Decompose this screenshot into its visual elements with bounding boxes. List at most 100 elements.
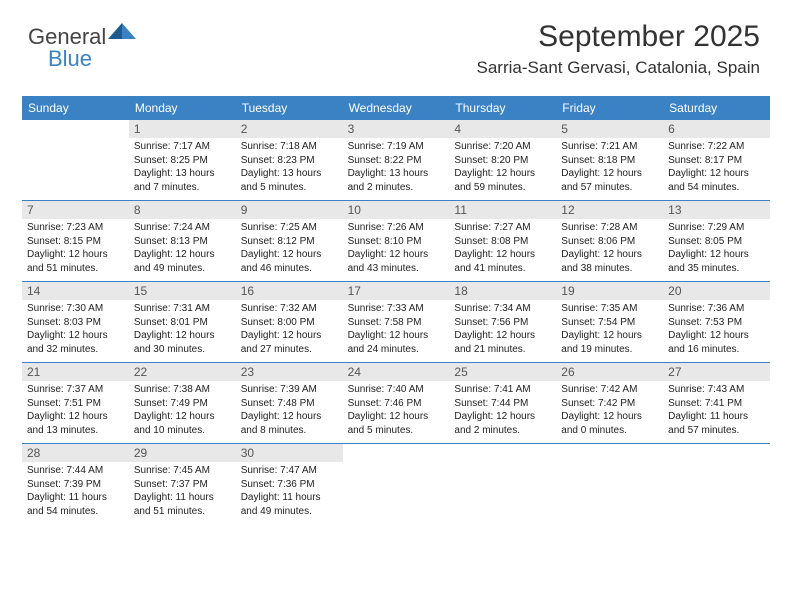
day-number: 22 [129,363,236,381]
day-cell: 13 Sunrise: 7:29 AMSunset: 8:05 PMDayligh… [663,201,770,281]
weekday-label: Thursday [449,96,556,120]
day-cell: 12Sunrise: 7:28 AMSunset: 8:06 PMDayligh… [556,201,663,281]
day-info: Sunrise: 7:20 AMSunset: 8:20 PMDaylight:… [454,140,551,194]
day-number: 14 [22,282,129,300]
day-info: Sunrise: 7:21 AMSunset: 8:18 PMDaylight:… [561,140,658,194]
day-info: Sunrise: 7:30 AMSunset: 8:03 PMDaylight:… [27,302,124,356]
week-row: 14 Sunrise: 7:30 AMSunset: 8:03 PMDayligh… [22,282,770,363]
day-info: Sunrise: 7:42 AMSunset: 7:42 PMDaylight:… [561,383,658,437]
day-number: 13 [663,201,770,219]
weekday-label: Friday [556,96,663,120]
day-info: Sunrise: 7:19 AMSunset: 8:22 PMDaylight:… [348,140,445,194]
logo-text-2: Blue [48,46,92,72]
day-info: Sunrise: 7:34 AMSunset: 7:56 PMDaylight:… [454,302,551,356]
day-info: Sunrise: 7:33 AMSunset: 7:58 PMDaylight:… [348,302,445,356]
day-cell: 27 Sunrise: 7:43 AMSunset: 7:41 PMDayligh… [663,363,770,443]
day-info: Sunrise: 7:22 AMSunset: 8:17 PMDaylight:… [668,140,765,194]
day-number: 4 [449,120,556,138]
day-cell: 30 Sunrise: 7:47 AMSunset: 7:36 PMDayligh… [236,444,343,524]
day-cell: 20 Sunrise: 7:36 AMSunset: 7:53 PMDayligh… [663,282,770,362]
day-number: 18 [449,282,556,300]
week-row: 1 Sunrise: 7:17 AMSunset: 8:25 PMDaylight… [22,120,770,201]
day-info: Sunrise: 7:45 AMSunset: 7:37 PMDaylight:… [134,464,231,518]
day-info: Sunrise: 7:24 AMSunset: 8:13 PMDaylight:… [134,221,231,275]
weekday-label: Tuesday [236,96,343,120]
day-info: Sunrise: 7:18 AMSunset: 8:23 PMDaylight:… [241,140,338,194]
day-cell: 19 Sunrise: 7:35 AMSunset: 7:54 PMDayligh… [556,282,663,362]
day-cell: 18 Sunrise: 7:34 AMSunset: 7:56 PMDayligh… [449,282,556,362]
day-info: Sunrise: 7:23 AMSunset: 8:15 PMDaylight:… [27,221,124,275]
day-cell: 4 Sunrise: 7:20 AMSunset: 8:20 PMDaylight… [449,120,556,200]
day-number: 30 [236,444,343,462]
day-number: 23 [236,363,343,381]
day-info: Sunrise: 7:28 AMSunset: 8:06 PMDaylight:… [561,221,658,275]
day-cell: 26Sunrise: 7:42 AMSunset: 7:42 PMDayligh… [556,363,663,443]
day-cell: 14 Sunrise: 7:30 AMSunset: 8:03 PMDayligh… [22,282,129,362]
day-cell [556,444,663,524]
day-cell: 23 Sunrise: 7:39 AMSunset: 7:48 PMDayligh… [236,363,343,443]
weekday-label: Monday [129,96,236,120]
day-number: 19 [556,282,663,300]
day-number: 27 [663,363,770,381]
day-number: 8 [129,201,236,219]
day-info: Sunrise: 7:37 AMSunset: 7:51 PMDaylight:… [27,383,124,437]
day-cell [22,120,129,200]
day-number: 28 [22,444,129,462]
day-cell: 29 Sunrise: 7:45 AMSunset: 7:37 PMDayligh… [129,444,236,524]
day-number: 17 [343,282,450,300]
day-info: Sunrise: 7:41 AMSunset: 7:44 PMDaylight:… [454,383,551,437]
day-cell: 3 Sunrise: 7:19 AMSunset: 8:22 PMDaylight… [343,120,450,200]
day-cell: 8 Sunrise: 7:24 AMSunset: 8:13 PMDaylight… [129,201,236,281]
day-info: Sunrise: 7:39 AMSunset: 7:48 PMDaylight:… [241,383,338,437]
weekday-label: Saturday [663,96,770,120]
day-cell: 10 Sunrise: 7:26 AMSunset: 8:10 PMDayligh… [343,201,450,281]
day-number: 9 [236,201,343,219]
day-cell: 5 Sunrise: 7:21 AMSunset: 8:18 PMDaylight… [556,120,663,200]
day-info: Sunrise: 7:43 AMSunset: 7:41 PMDaylight:… [668,383,765,437]
day-cell [343,444,450,524]
day-info: Sunrise: 7:35 AMSunset: 7:54 PMDaylight:… [561,302,658,356]
day-cell: 11 Sunrise: 7:27 AMSunset: 8:08 PMDayligh… [449,201,556,281]
day-cell: 2 Sunrise: 7:18 AMSunset: 8:23 PMDaylight… [236,120,343,200]
day-cell: 6 Sunrise: 7:22 AMSunset: 8:17 PMDaylight… [663,120,770,200]
day-cell [663,444,770,524]
day-info: Sunrise: 7:32 AMSunset: 8:00 PMDaylight:… [241,302,338,356]
day-cell: 16 Sunrise: 7:32 AMSunset: 8:00 PMDayligh… [236,282,343,362]
day-cell: 22Sunrise: 7:38 AMSunset: 7:49 PMDayligh… [129,363,236,443]
day-cell: 15 Sunrise: 7:31 AMSunset: 8:01 PMDayligh… [129,282,236,362]
week-row: 21 Sunrise: 7:37 AMSunset: 7:51 PMDayligh… [22,363,770,444]
day-number: 24 [343,363,450,381]
day-number: 7 [22,201,129,219]
day-number: 11 [449,201,556,219]
day-number: 3 [343,120,450,138]
day-number: 16 [236,282,343,300]
weekday-label: Wednesday [343,96,450,120]
header: September 2025 Sarria-Sant Gervasi, Cata… [477,20,760,78]
day-number: 1 [129,120,236,138]
day-info: Sunrise: 7:40 AMSunset: 7:46 PMDaylight:… [348,383,445,437]
day-cell: 21 Sunrise: 7:37 AMSunset: 7:51 PMDayligh… [22,363,129,443]
day-cell: 17 Sunrise: 7:33 AMSunset: 7:58 PMDayligh… [343,282,450,362]
day-info: Sunrise: 7:27 AMSunset: 8:08 PMDaylight:… [454,221,551,275]
day-info: Sunrise: 7:47 AMSunset: 7:36 PMDaylight:… [241,464,338,518]
day-info: Sunrise: 7:36 AMSunset: 7:53 PMDaylight:… [668,302,765,356]
day-cell [449,444,556,524]
week-row: 7 Sunrise: 7:23 AMSunset: 8:15 PMDaylight… [22,201,770,282]
day-number: 29 [129,444,236,462]
weekday-header-row: SundayMondayTuesdayWednesdayThursdayFrid… [22,96,770,120]
day-number: 15 [129,282,236,300]
day-number: 2 [236,120,343,138]
day-number: 5 [556,120,663,138]
day-number: 10 [343,201,450,219]
day-info: Sunrise: 7:31 AMSunset: 8:01 PMDaylight:… [134,302,231,356]
week-row: 28 Sunrise: 7:44 AMSunset: 7:39 PMDayligh… [22,444,770,524]
day-number: 20 [663,282,770,300]
day-number: 6 [663,120,770,138]
day-info: Sunrise: 7:29 AMSunset: 8:05 PMDaylight:… [668,221,765,275]
day-number: 21 [22,363,129,381]
day-info: Sunrise: 7:17 AMSunset: 8:25 PMDaylight:… [134,140,231,194]
day-info: Sunrise: 7:44 AMSunset: 7:39 PMDaylight:… [27,464,124,518]
day-cell: 7 Sunrise: 7:23 AMSunset: 8:15 PMDaylight… [22,201,129,281]
day-info: Sunrise: 7:26 AMSunset: 8:10 PMDaylight:… [348,221,445,275]
day-cell: 28 Sunrise: 7:44 AMSunset: 7:39 PMDayligh… [22,444,129,524]
